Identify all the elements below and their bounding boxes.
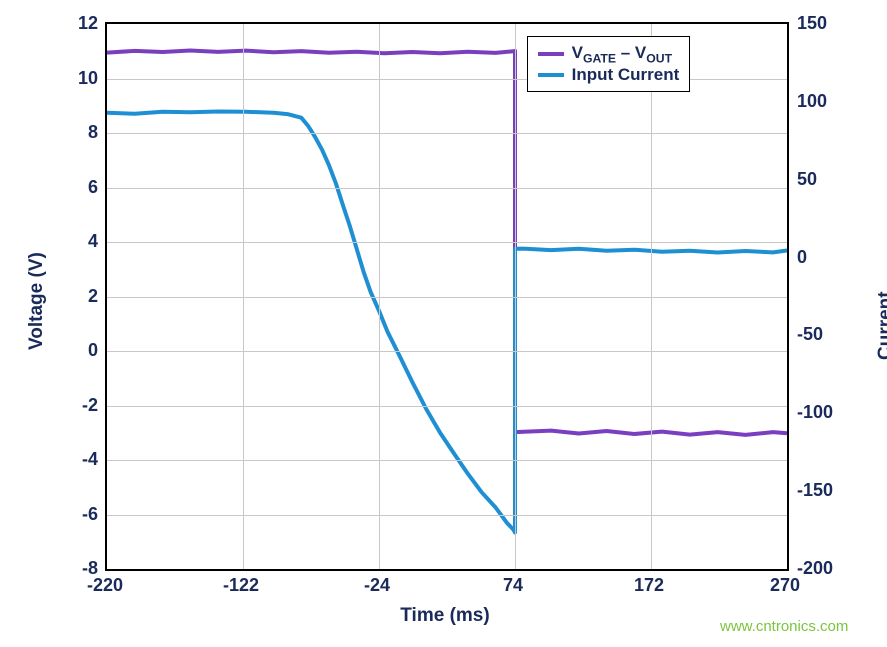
- x-tick-label: -24: [342, 575, 412, 596]
- y-right-tick-label: 50: [797, 169, 817, 190]
- grid-line-h: [107, 406, 787, 407]
- x-tick-label: 270: [750, 575, 820, 596]
- y-right-tick-label: -50: [797, 324, 823, 345]
- y-left-tick-label: 10: [43, 68, 98, 89]
- y-left-tick-label: 0: [43, 340, 98, 361]
- y-left-tick-label: 8: [43, 122, 98, 143]
- watermark-text: www.cntronics.com: [720, 618, 848, 635]
- legend-swatch: [538, 73, 564, 77]
- y-left-tick-label: 12: [43, 13, 98, 34]
- y-left-tick-label: 6: [43, 177, 98, 198]
- grid-line-h: [107, 297, 787, 298]
- legend-swatch: [538, 52, 564, 56]
- legend-row: Input Current: [538, 65, 680, 85]
- x-axis-label: Time (ms): [345, 605, 545, 627]
- y-right-tick-label: -150: [797, 480, 833, 501]
- y-right-axis-label: Current (mA): [875, 291, 887, 360]
- series-input_current: [107, 112, 787, 533]
- y-left-tick-label: -4: [43, 449, 98, 470]
- y-left-tick-label: 2: [43, 286, 98, 307]
- y-right-tick-label: 0: [797, 247, 807, 268]
- y-left-tick-label: -6: [43, 504, 98, 525]
- x-tick-label: -122: [206, 575, 276, 596]
- grid-line-h: [107, 351, 787, 352]
- y-right-tick-label: 100: [797, 91, 827, 112]
- grid-line-h: [107, 242, 787, 243]
- legend: VGATE – VOUTInput Current: [527, 36, 691, 92]
- y-right-tick-label: 150: [797, 13, 827, 34]
- x-tick-label: -220: [70, 575, 140, 596]
- chart-container: Voltage (V) Current (mA) Time (ms) VGATE…: [0, 0, 887, 647]
- y-left-tick-label: -2: [43, 395, 98, 416]
- grid-line-h: [107, 515, 787, 516]
- grid-line-h: [107, 133, 787, 134]
- legend-row: VGATE – VOUT: [538, 43, 680, 65]
- y-right-tick-label: -100: [797, 402, 833, 423]
- grid-line-h: [107, 188, 787, 189]
- x-tick-label: 74: [478, 575, 548, 596]
- x-tick-label: 172: [614, 575, 684, 596]
- y-left-tick-label: 4: [43, 231, 98, 252]
- plot-area: [105, 22, 789, 571]
- legend-label: Input Current: [572, 65, 680, 85]
- grid-line-h: [107, 460, 787, 461]
- legend-label: VGATE – VOUT: [572, 43, 673, 65]
